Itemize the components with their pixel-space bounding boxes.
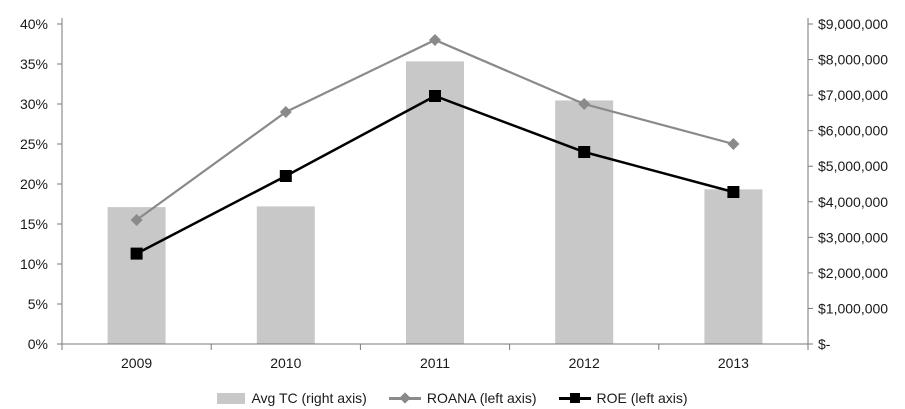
right-tick-label: $4,000,000 (818, 194, 888, 210)
x-tick-label-2013: 2013 (718, 355, 749, 371)
right-tick-label: $1,000,000 (818, 300, 888, 316)
left-tick-label: 15% (20, 216, 48, 232)
left-tick-label: 35% (20, 56, 48, 72)
right-tick-label: $2,000,000 (818, 265, 888, 281)
bar-2011 (406, 61, 464, 344)
point-diamond-2012 (578, 98, 591, 110)
x-axis-ticks: 2009 2010 2011 2012 2013 (121, 355, 749, 371)
bar-2013 (704, 189, 763, 344)
legend-item-roe: ROE (left axis) (558, 390, 688, 406)
left-tick-label: 0% (28, 336, 48, 352)
bar-2012 (555, 100, 614, 344)
bar-series (107, 61, 763, 344)
x-tick-label-2009: 2009 (121, 355, 152, 371)
right-tick-label: $3,000,000 (818, 229, 888, 245)
x-tick-label-2012: 2012 (569, 355, 600, 371)
x-tick-label-2010: 2010 (270, 355, 301, 371)
right-tick-label: $8,000,000 (818, 52, 888, 68)
left-tick-label: 5% (28, 296, 48, 312)
point-square-2011 (429, 90, 441, 102)
left-tick-label: 30% (20, 96, 48, 112)
legend-label-roe: ROE (left axis) (596, 390, 688, 406)
point-square-2009 (130, 247, 143, 260)
bar-2010 (256, 206, 315, 344)
point-diamond-2013 (727, 138, 740, 150)
legend-swatch-roe (558, 392, 591, 404)
right-tick-label: $5,000,000 (818, 158, 888, 174)
point-square-2012 (578, 146, 591, 158)
x-tick-label-2011: 2011 (420, 355, 450, 371)
point-square-2013 (727, 186, 740, 198)
legend-swatch-roana (388, 392, 421, 404)
bar-2009 (107, 207, 166, 344)
point-square-2010 (279, 170, 292, 182)
point-diamond-2010 (279, 106, 292, 118)
line-series (130, 34, 740, 260)
legend-item-avg-tc: Avg TC (right axis) (217, 390, 367, 406)
point-diamond-2009 (130, 214, 143, 226)
left-tick-label: 40% (20, 16, 48, 32)
legend-label-roana: ROANA (left axis) (426, 390, 537, 406)
left-tick-label: 10% (20, 256, 48, 272)
left-axis-ticks: 0% 5% 10% 15% 20% 25% 30% 35% 40% (20, 16, 48, 352)
legend-swatch-avg-tc (217, 392, 246, 404)
point-diamond-2011 (429, 34, 441, 46)
left-tick-label: 25% (20, 136, 48, 152)
right-tick-label: $6,000,000 (818, 123, 888, 139)
axes (57, 18, 813, 350)
right-tick-label: $9,000,000 (818, 16, 888, 32)
legend-label-avg-tc: Avg TC (right axis) (251, 390, 367, 406)
right-axis-ticks: $- $1,000,000 $2,000,000 $3,000,000 $4,000,0… (818, 16, 888, 352)
right-tick-label: $7,000,000 (818, 87, 888, 103)
chart-svg: 0% 5% 10% 15% 20% 25% 30% 35% 40% $- $1,000,000 $2… (20, 16, 888, 371)
legend: Avg TC (right axis) ROANA (left axis) RO… (0, 387, 905, 409)
right-tick-label: $- (818, 336, 831, 352)
left-tick-label: 20% (20, 176, 48, 192)
legend-item-roana: ROANA (left axis) (388, 390, 537, 406)
